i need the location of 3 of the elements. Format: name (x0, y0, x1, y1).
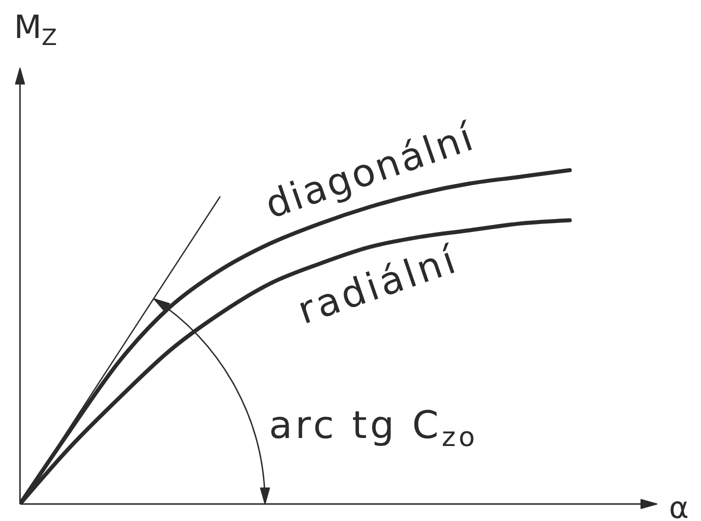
annotation: arc tg C$_{zo}$ (269, 403, 478, 454)
x-axis-title: α (669, 490, 689, 521)
y-axis-title: M$_{Z}$ (14, 8, 57, 51)
